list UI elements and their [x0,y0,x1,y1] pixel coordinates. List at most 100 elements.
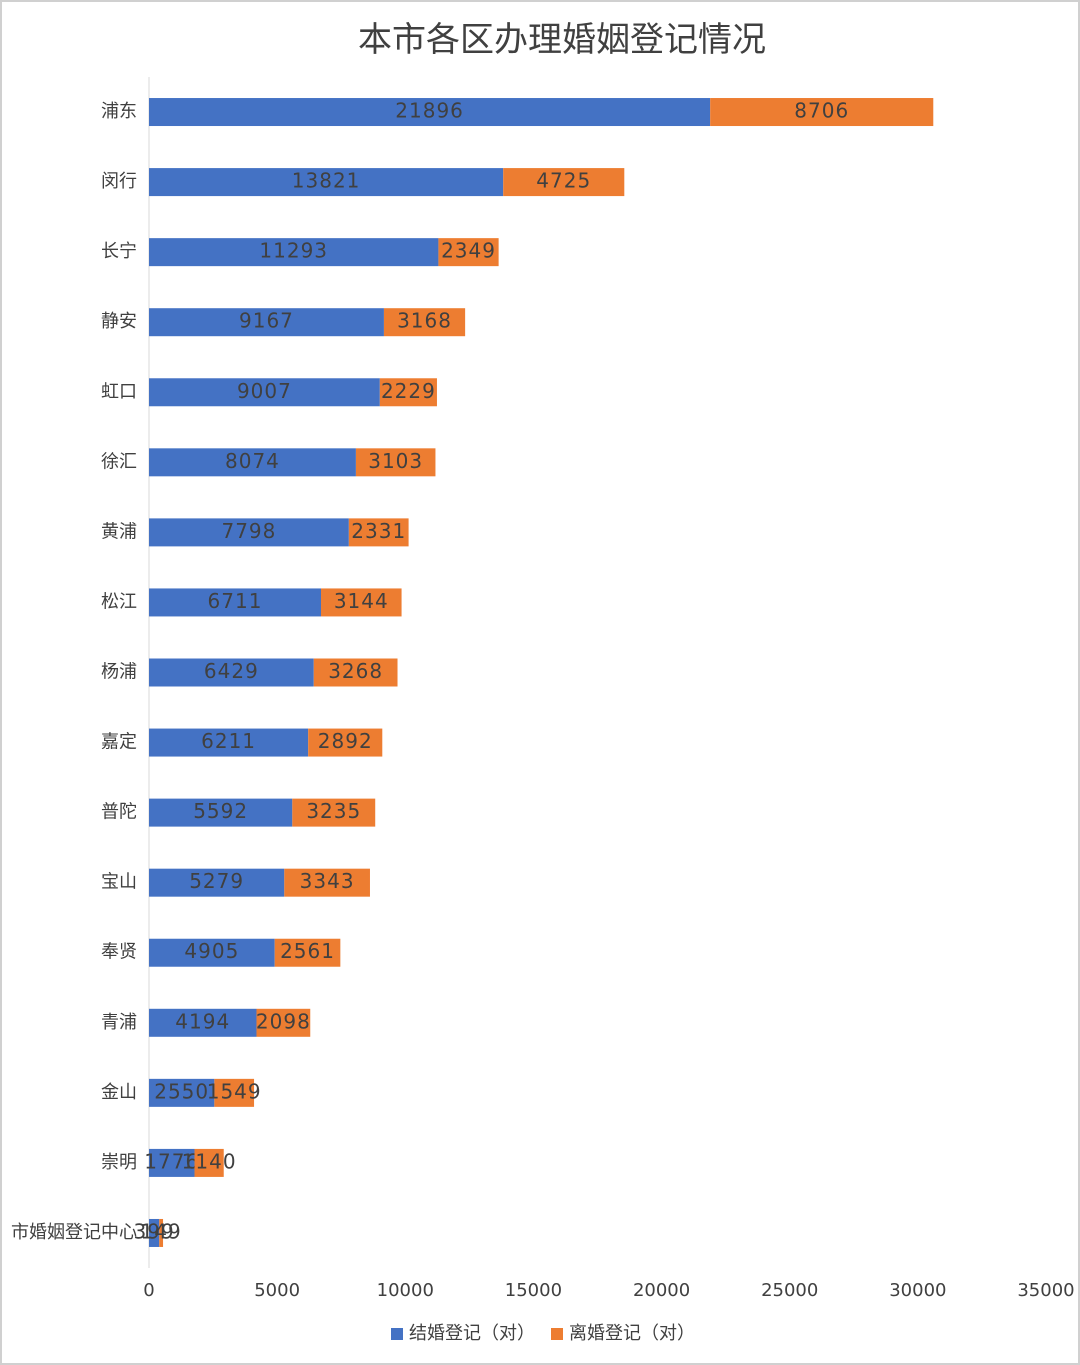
value-label: 13821 [292,169,361,193]
y-tick-label: 宝山 [101,872,137,893]
bar-segment [292,798,376,827]
bar-segment [149,308,384,337]
value-label: 1140 [182,1149,237,1173]
y-tick-label: 黄浦 [101,521,137,542]
bar-segment [320,588,402,617]
bar-segment [383,308,466,337]
value-label: 2229 [381,379,436,403]
value-label: 5592 [193,799,248,823]
value-label: 21896 [395,99,464,123]
value-label: 4194 [175,1009,230,1033]
y-tick-label: 闵行 [101,171,137,192]
bar-segment [149,518,349,547]
bar-segment [149,448,356,477]
value-label: 1549 [207,1079,262,1103]
value-label: 9007 [237,379,292,403]
y-tick-label: 徐汇 [101,451,137,472]
y-tick-label: 金山 [101,1082,137,1103]
bar-segment [149,658,314,687]
y-tick-label: 市婚姻登记中心 [11,1222,137,1243]
y-tick-label: 嘉定 [101,732,137,753]
bar-segment [214,1078,255,1107]
value-label: 1776 [144,1149,199,1173]
bar-segment [308,728,383,757]
value-label: 3144 [334,589,389,613]
bar-segment [149,1148,195,1177]
y-tick-label: 虹口 [101,381,137,402]
value-label: 2892 [318,729,373,753]
x-tick-label: 0 [143,1280,154,1301]
y-tick-label: 奉贤 [101,942,137,963]
value-label: 3268 [328,659,383,683]
value-label: 3168 [397,309,452,333]
legend: 结婚登记（对） 离婚登记（对） [391,1323,695,1344]
value-label: 6711 [208,589,263,613]
value-label: 6211 [201,729,256,753]
bar-segment [355,448,436,477]
bar-segment [274,938,341,967]
legend-swatch [551,1328,563,1340]
bar-segment [149,728,309,757]
value-label: 5279 [189,869,244,893]
x-tick-label: 30000 [889,1280,946,1301]
value-label: 399 [134,1219,175,1243]
bar-segment [149,168,504,197]
bar-segment [149,1078,215,1107]
value-label: 11293 [259,239,328,263]
value-label: 3103 [368,449,423,473]
bar-segment [348,518,409,547]
bar-segment [149,588,321,617]
value-label: 2349 [441,239,496,263]
bar-segment [159,1218,164,1247]
value-label: 2331 [351,519,406,543]
y-tick-label: 静安 [101,311,137,332]
value-label: 7798 [221,519,276,543]
bar-segment [149,938,275,967]
bar-segment [149,868,285,897]
bar-segment [710,98,934,127]
value-label: 4725 [536,169,591,193]
bar-segment [438,238,499,267]
bar-segment [379,378,437,407]
value-label: 2550 [154,1079,209,1103]
y-tick-label: 杨浦 [101,662,137,683]
x-tick-label: 10000 [377,1280,434,1301]
bar-segment [149,98,711,127]
bar-segment [503,168,625,197]
bar-segment [284,868,370,897]
value-label: 8706 [794,99,849,123]
value-label: 4905 [184,939,239,963]
x-tick-label: 25000 [761,1280,818,1301]
legend-swatch [391,1328,403,1340]
value-label: 6429 [204,659,259,683]
x-tick-label: 20000 [633,1280,690,1301]
y-tick-label: 普陀 [101,802,137,823]
bar-segment [256,1008,311,1037]
x-tick-label: 15000 [505,1280,562,1301]
value-label: 8074 [225,449,280,473]
value-label: 3235 [306,799,361,823]
bar-segment [149,1218,160,1247]
value-label: 2561 [280,939,335,963]
bar-segment [149,238,439,267]
y-tick-label: 青浦 [101,1012,137,1033]
value-label: 3343 [300,869,355,893]
value-label: 2098 [256,1009,311,1033]
x-tick-label: 5000 [254,1280,300,1301]
bar-segment [149,798,293,827]
y-tick-label: 浦东 [101,101,137,122]
bar-segment [149,1008,257,1037]
value-label: 149 [141,1219,182,1243]
legend-label: 离婚登记（对） [569,1323,695,1344]
y-tick-label: 松江 [101,591,137,612]
bar-segment [313,658,398,687]
bar-segment [194,1148,224,1177]
y-tick-label: 崇明 [101,1152,137,1173]
x-tick-label: 35000 [1017,1280,1074,1301]
value-label: 9167 [239,309,294,333]
bar-segment [149,378,380,407]
chart-title: 本市各区办理婚姻登记情况 [358,20,766,60]
y-tick-label: 长宁 [101,241,137,262]
legend-label: 结婚登记（对） [409,1323,535,1344]
